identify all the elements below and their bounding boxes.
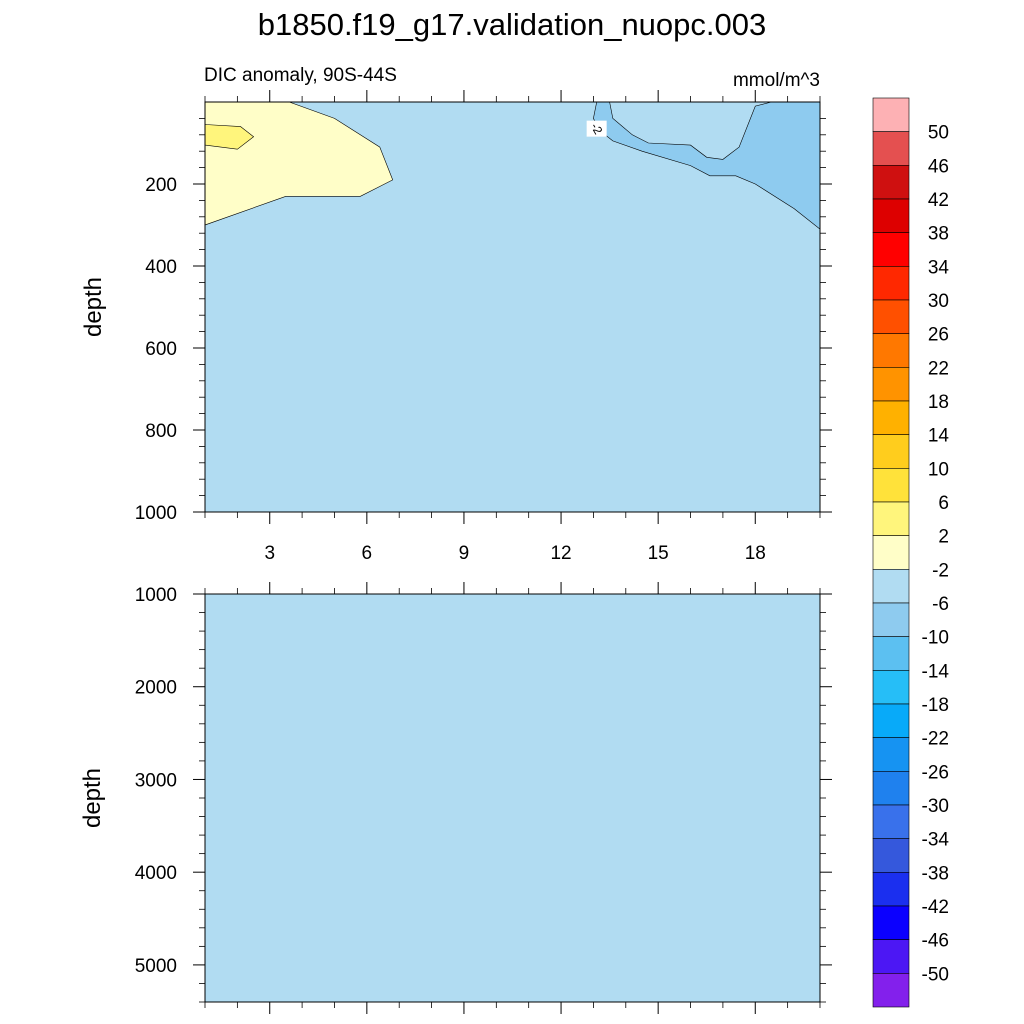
colorbar-label: 50 — [928, 123, 949, 144]
bottom-panel-y-axis-label: depth — [79, 768, 106, 828]
colorbar-box — [872, 434, 910, 469]
colorbar-box — [872, 400, 910, 435]
colorbar-box — [872, 232, 910, 267]
y-tick-label: 3000 — [135, 770, 177, 791]
colorbar-box — [872, 535, 910, 570]
colorbar-label: 34 — [928, 257, 950, 278]
contour-label-box — [586, 120, 607, 137]
top-panel-plot-area: -2 — [204, 101, 821, 513]
colorbar-box — [872, 198, 910, 233]
plot-background — [205, 594, 820, 1002]
colorbar-label: 18 — [928, 392, 949, 413]
plot-frame — [204, 101, 821, 513]
colorbar-label: -6 — [932, 594, 949, 615]
bottom-panel-plot-area — [204, 593, 821, 1003]
colorbar-label: 46 — [928, 156, 949, 177]
colorbar-box — [872, 737, 910, 772]
colorbar-box — [872, 468, 910, 503]
colorbar-label: 42 — [928, 190, 949, 211]
colorbar: 50 46 42 38 34 30 26 22 18 14 10 6 2 -2 -6 -10 -14 -18 -22… — [872, 97, 950, 1008]
colorbar-label: -18 — [922, 695, 949, 716]
colorbar-label: -14 — [922, 661, 950, 682]
colorbar-label: -50 — [922, 964, 949, 985]
colorbar-label: 30 — [928, 291, 949, 312]
colorbar-label: -22 — [922, 729, 949, 750]
bottom-panel-y-tick-labels: 1000 2000 3000 4000 5000 — [135, 585, 177, 977]
colorbar-box — [872, 804, 910, 839]
colorbar-label: -10 — [922, 628, 949, 649]
colorbar-label: -30 — [922, 796, 949, 817]
colorbar-label: 22 — [928, 358, 949, 379]
colorbar-label: -2 — [932, 560, 949, 581]
colorbar-label: 2 — [938, 527, 949, 548]
colorbar-box — [872, 97, 910, 132]
colorbar-label: -42 — [922, 897, 949, 918]
x-tick-label: 15 — [648, 543, 669, 564]
top-panel-ticks — [193, 90, 832, 524]
y-tick-label: 2000 — [135, 678, 177, 699]
y-tick-label: 4000 — [135, 863, 177, 884]
colorbar-label: 14 — [928, 426, 950, 447]
x-tick-label: 9 — [459, 543, 470, 564]
colorbar-label: -38 — [922, 863, 949, 884]
x-tick-label: 12 — [550, 543, 571, 564]
colorbar-box — [872, 165, 910, 200]
top-panel-left-label: DIC anomaly, 90S-44S — [204, 65, 397, 86]
x-tick-label: 18 — [745, 543, 766, 564]
contour-region-2 — [593, 102, 820, 230]
colorbar-label: 26 — [928, 325, 949, 346]
colorbar-box — [872, 973, 910, 1008]
colorbar-label: -26 — [922, 762, 949, 783]
y-tick-label: 400 — [145, 257, 177, 278]
bottom-panel-ticks — [193, 582, 832, 1014]
colorbar-box — [872, 872, 910, 907]
colorbar-box — [872, 367, 910, 402]
y-tick-label: 600 — [145, 339, 177, 360]
top-panel-y-tick-labels: 200 400 600 800 1000 — [135, 175, 177, 524]
colorbar-label: 10 — [928, 459, 949, 480]
colorbar-box — [872, 333, 910, 368]
colorbar-box — [872, 905, 910, 940]
colorbar-box — [872, 771, 910, 806]
top-panel-right-label: mmol/m^3 — [733, 70, 820, 91]
colorbar-label: 6 — [938, 493, 949, 514]
contour-region-0 — [205, 102, 394, 226]
colorbar-box — [872, 838, 910, 873]
top-panel-y-axis-label: depth — [80, 277, 107, 337]
y-tick-label: 1000 — [135, 585, 177, 606]
colorbar-label: 38 — [928, 224, 949, 245]
colorbar-box — [872, 670, 910, 705]
top-panel-x-tick-labels: 3 6 9 12 15 18 — [264, 543, 765, 564]
colorbar-box — [872, 569, 910, 604]
colorbar-box — [872, 939, 910, 974]
colorbar-box — [872, 501, 910, 536]
x-tick-label: 6 — [362, 543, 373, 564]
colorbar-box — [872, 703, 910, 738]
y-tick-label: 5000 — [135, 956, 177, 977]
colorbar-label: -34 — [922, 830, 950, 851]
bottom-panel: 1000 2000 3000 4000 5000 depth — [79, 582, 832, 1014]
colorbar-box — [872, 131, 910, 166]
colorbar-box — [872, 299, 910, 334]
y-tick-label: 800 — [145, 421, 177, 442]
chart-title: b1850.f19_g17.validation_nuopc.003 — [258, 7, 767, 42]
colorbar-label: -46 — [922, 931, 949, 952]
colorbar-box — [872, 602, 910, 637]
colorbar-box — [872, 266, 910, 301]
colorbar-box — [872, 636, 910, 671]
y-tick-label: 200 — [145, 175, 177, 196]
x-tick-label: 3 — [264, 543, 275, 564]
y-tick-label: 1000 — [135, 503, 177, 524]
top-panel: DIC anomaly, 90S-44S mmol/m^3 -2 200 400 6… — [80, 65, 832, 564]
contour-region-1 — [205, 124, 255, 150]
